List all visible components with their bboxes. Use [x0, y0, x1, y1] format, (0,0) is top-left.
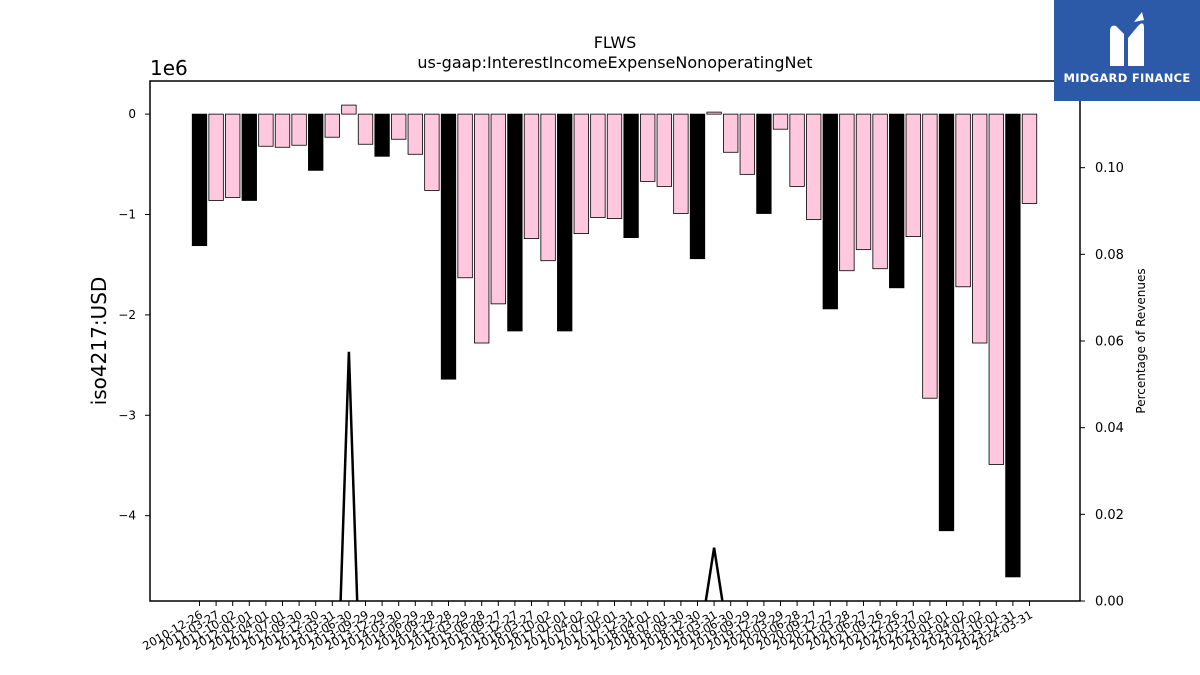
y2-axis-label: Percentage of Revenues — [1134, 268, 1148, 413]
bar — [241, 113, 257, 201]
y2-tick-label: 0.00 — [1095, 595, 1124, 610]
y-axis-label: iso4217:USD — [87, 277, 111, 406]
bar — [839, 113, 855, 272]
y-tick-label: −2 — [118, 308, 136, 322]
y-offset-label: 1e6 — [150, 56, 188, 80]
bar — [374, 113, 390, 157]
logo-text: MIDGARD FINANCE — [1063, 71, 1191, 85]
bar — [922, 113, 938, 399]
bar — [308, 113, 324, 171]
bar — [806, 113, 822, 220]
y2-tick-label: 0.08 — [1095, 248, 1124, 263]
bar — [772, 113, 789, 130]
bar — [208, 113, 224, 201]
bar — [988, 113, 1004, 465]
x-ticks-group: 2010-12-262011-03-272011-10-022012-01-01… — [140, 601, 1035, 653]
bar — [474, 113, 490, 344]
chart-title: FLWS — [594, 33, 637, 52]
bar — [557, 113, 573, 332]
bar — [739, 113, 755, 175]
bar — [424, 113, 440, 191]
bar — [274, 113, 291, 148]
y2-tick-label: 0.06 — [1095, 335, 1124, 350]
plot-frame — [149, 80, 1081, 602]
bar — [955, 113, 971, 288]
brand-logo: MIDGARD FINANCE — [1054, 0, 1200, 101]
bar — [822, 113, 838, 310]
y2-tick-label: 0.04 — [1095, 421, 1124, 436]
bar — [523, 113, 540, 240]
y-tick-label: −3 — [118, 408, 136, 422]
bar — [490, 113, 506, 305]
bar — [191, 113, 208, 247]
bar — [972, 113, 988, 344]
bar — [706, 111, 722, 115]
y2-tick-label: 0.02 — [1095, 508, 1124, 523]
y-tick-label: −4 — [118, 509, 136, 523]
bar — [623, 113, 639, 238]
bar — [723, 113, 739, 153]
bar — [872, 113, 888, 270]
bar — [590, 113, 606, 218]
bar — [457, 113, 473, 279]
bar — [656, 113, 672, 187]
bars-group — [191, 104, 1038, 578]
bar — [789, 113, 805, 187]
bar — [407, 113, 423, 155]
bar — [1021, 113, 1038, 204]
y-ticks-group: 0 −1 −2 −3 −4 — [118, 107, 150, 523]
bar — [291, 113, 307, 146]
bar — [573, 113, 589, 234]
y2-tick-label: 0.10 — [1095, 161, 1124, 176]
percentage-line-group — [339, 351, 724, 602]
bar — [889, 113, 905, 289]
chart-subtitle: us-gaap:InterestIncomeExpenseNonoperatin… — [417, 53, 812, 72]
bar — [324, 113, 340, 138]
y-tick-label: 0 — [128, 107, 136, 121]
bar — [689, 113, 706, 260]
logo-mark-icon — [1110, 12, 1144, 67]
bar — [258, 113, 274, 147]
bar — [507, 113, 523, 332]
bar — [357, 113, 374, 145]
bar — [905, 113, 921, 237]
bar — [225, 113, 241, 198]
percentage-line — [339, 351, 359, 602]
bar — [855, 113, 872, 251]
bar — [391, 113, 407, 140]
bar — [756, 113, 772, 214]
y2-ticks-group: 0.000.020.040.060.080.100.12 — [1080, 75, 1124, 610]
bar — [341, 104, 357, 115]
percentage-line — [704, 547, 724, 602]
bar — [540, 113, 556, 262]
bar — [640, 113, 656, 182]
y-tick-label: −1 — [118, 208, 136, 222]
bar — [606, 113, 623, 219]
bar — [440, 113, 457, 380]
bar — [938, 113, 955, 532]
bar — [673, 113, 689, 214]
bar — [1005, 113, 1021, 578]
